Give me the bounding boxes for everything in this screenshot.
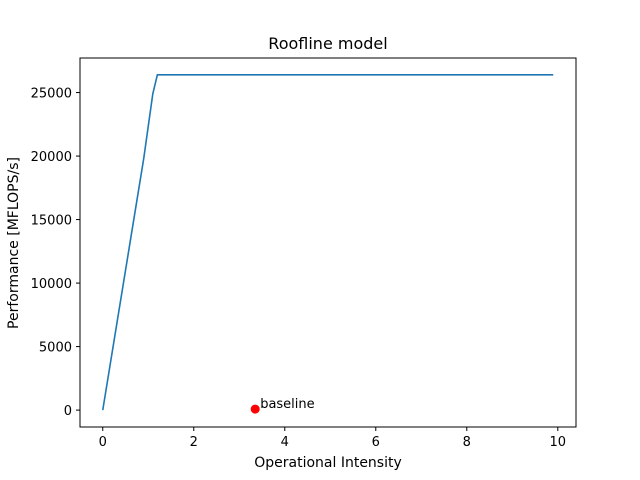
y-tick-label: 20000 — [31, 150, 72, 165]
chart-title: Roofline model — [268, 34, 387, 53]
x-tick-label: 0 — [99, 435, 107, 450]
axis-ticks: 0 2 4 6 8 10 0 5000 10000 15000 20000 25000 — [31, 87, 566, 450]
x-tick-label: 8 — [463, 435, 471, 450]
y-tick-label: 15000 — [31, 214, 72, 229]
y-tick-label: 5000 — [39, 341, 72, 356]
x-tick-label: 10 — [550, 435, 567, 450]
axes-frame — [79, 57, 577, 428]
x-axis-label: Operational Intensity — [254, 455, 402, 471]
y-tick-label: 0 — [64, 404, 72, 419]
y-axis-label: Performance [MFLOPS/s] — [6, 157, 22, 329]
baseline-point — [250, 404, 260, 414]
baseline-point-label: baseline — [260, 397, 314, 412]
x-tick-label: 6 — [372, 435, 380, 450]
roofline-series-line — [101, 73, 554, 411]
x-tick-label: 2 — [190, 435, 198, 450]
x-tick-label: 4 — [281, 435, 289, 450]
plot-area: baseline — [101, 73, 554, 414]
y-tick-label: 10000 — [31, 277, 72, 292]
y-tick-label: 25000 — [31, 87, 72, 102]
